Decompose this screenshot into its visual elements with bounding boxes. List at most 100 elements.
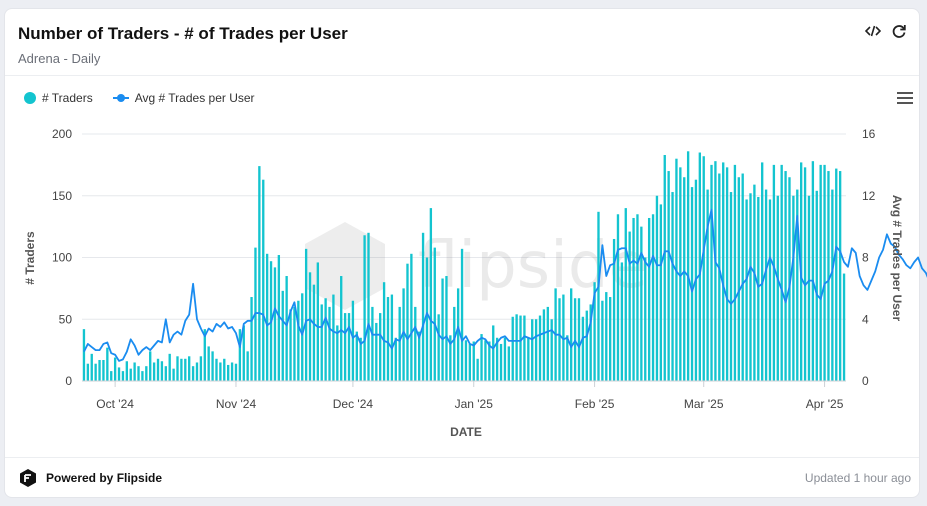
refresh-icon[interactable] [891, 23, 907, 39]
bar [589, 304, 592, 381]
y2-axis-title: Avg # Trades per User [890, 195, 904, 322]
chart-title: Number of Traders - # of Trades per User [18, 24, 348, 43]
bar [386, 297, 390, 381]
bar [293, 306, 296, 381]
bar [375, 322, 378, 381]
bar [659, 204, 663, 381]
flipside-logo-icon [18, 468, 38, 488]
x-tick-label: Mar '25 [684, 397, 724, 411]
bar [542, 309, 546, 381]
bar [191, 366, 195, 381]
bar [304, 248, 308, 381]
y2-tick-label: 16 [862, 127, 876, 141]
bar [609, 297, 612, 381]
bar [238, 329, 242, 381]
bar [690, 187, 694, 381]
bar [679, 167, 682, 381]
bar [156, 358, 160, 381]
bar [328, 306, 331, 381]
bar [729, 192, 733, 381]
bar [476, 358, 479, 381]
bar [585, 310, 588, 381]
bar [406, 263, 409, 381]
bar [133, 362, 136, 381]
bar [308, 272, 312, 381]
bar [203, 329, 206, 381]
bar [117, 367, 121, 381]
bar [223, 358, 226, 381]
legend-line-marker [112, 92, 129, 104]
watermark: flipside [305, 222, 648, 310]
powered-by-text[interactable]: Powered by Flipside [46, 471, 163, 485]
bar [180, 358, 183, 381]
bar [363, 235, 366, 381]
bar [371, 306, 374, 381]
legend-item-traders[interactable]: # Traders [24, 91, 93, 105]
bar [195, 362, 199, 381]
x-tick-label: Apr '25 [806, 397, 844, 411]
bar [749, 193, 752, 381]
bar [714, 161, 717, 381]
bar [640, 226, 643, 382]
bar [265, 253, 269, 381]
bar [546, 306, 549, 381]
bar [281, 290, 284, 381]
bar [823, 164, 826, 382]
y-tick-label: 150 [52, 189, 72, 203]
bar [285, 276, 288, 381]
bar [402, 288, 405, 382]
bar [531, 319, 534, 381]
bar [390, 294, 394, 381]
bar [207, 346, 210, 381]
x-tick-label: Jan '25 [455, 397, 494, 411]
bar [242, 325, 245, 381]
bar [398, 306, 401, 381]
bar [102, 360, 105, 381]
bar [492, 325, 495, 381]
bar [733, 164, 737, 382]
bar [94, 363, 97, 381]
bar [838, 171, 842, 381]
bar [418, 331, 421, 381]
bar [145, 366, 148, 381]
legend-item-avg-trades[interactable]: Avg # Trades per User [112, 91, 255, 105]
bar [343, 313, 347, 381]
x-tick-label: Dec '24 [333, 397, 374, 411]
bar [106, 347, 109, 381]
bar [753, 184, 756, 381]
bar [414, 306, 417, 381]
bar [624, 208, 627, 381]
bar [644, 257, 647, 381]
bar [671, 192, 674, 381]
header-divider [5, 75, 919, 76]
bar [125, 361, 128, 381]
bar [632, 217, 635, 381]
bar [507, 346, 510, 381]
bar [612, 238, 616, 381]
bar [792, 195, 795, 381]
bar [110, 371, 113, 381]
legend: # Traders Avg # Trades per User [24, 91, 275, 105]
bar [320, 304, 323, 381]
bar [523, 315, 526, 381]
hamburger-menu-icon[interactable] [897, 92, 913, 106]
bar [425, 257, 429, 381]
bar [301, 293, 304, 381]
bar [227, 364, 230, 381]
bar [246, 351, 249, 381]
bar [702, 156, 705, 381]
bar [710, 164, 713, 382]
bar [663, 155, 666, 381]
bar [468, 343, 472, 381]
bar [827, 171, 830, 381]
bar [811, 161, 815, 381]
bar [382, 282, 386, 381]
bar [215, 358, 218, 381]
bar [819, 164, 822, 382]
bar [764, 189, 768, 381]
code-icon[interactable] [864, 23, 882, 39]
bar [160, 361, 164, 381]
bar [807, 195, 811, 381]
bar [359, 337, 362, 381]
bar [445, 276, 448, 381]
